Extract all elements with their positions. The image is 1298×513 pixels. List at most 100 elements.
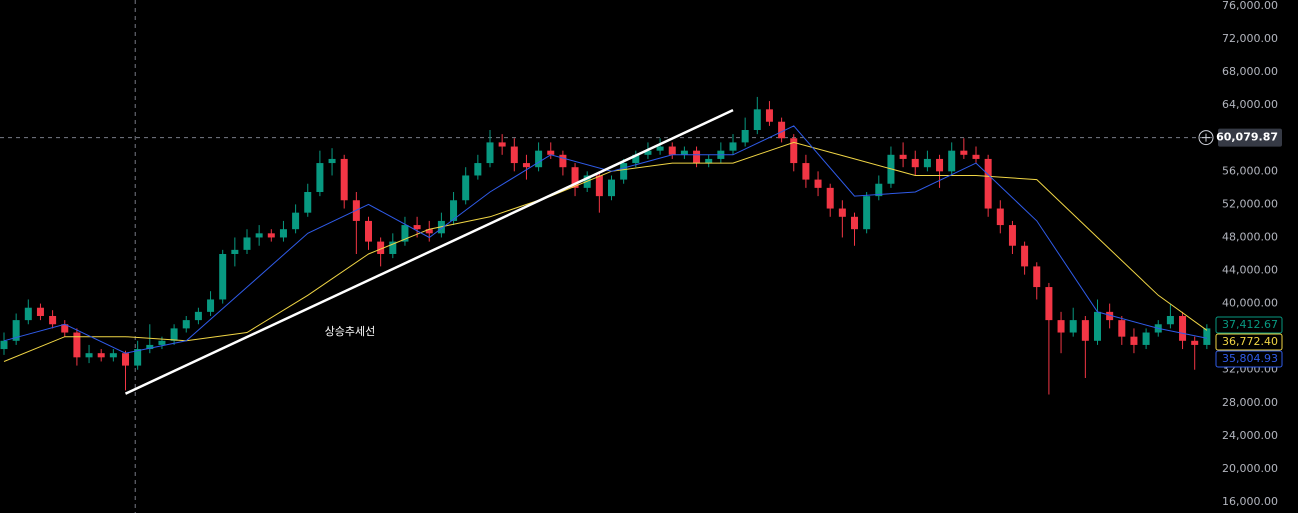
candle-body	[948, 150, 956, 172]
y-tick-label: 52,000.00	[1222, 197, 1278, 210]
candle-body	[693, 150, 701, 164]
candle-body	[1179, 315, 1187, 341]
candle-body	[450, 200, 458, 221]
candle-body	[1142, 332, 1150, 345]
candle-body	[231, 249, 239, 254]
candle-body	[36, 307, 44, 316]
candle-body	[851, 216, 858, 230]
candle-body	[1021, 245, 1029, 267]
moving-average	[3, 125, 1207, 354]
candle-body	[972, 154, 980, 159]
candle-body	[73, 332, 81, 358]
candle-body	[61, 324, 69, 333]
candle-body	[729, 142, 737, 151]
candle-body	[255, 233, 263, 238]
y-tick-label: 44,000.00	[1222, 264, 1278, 277]
candle-body	[389, 241, 397, 254]
y-tick-label: 48,000.00	[1222, 230, 1278, 243]
candle-body	[122, 353, 129, 366]
candle-body	[316, 163, 324, 192]
candle-body	[413, 225, 421, 230]
price-label: 35,804.93	[1222, 352, 1278, 365]
candle-body	[802, 163, 810, 180]
candle-body	[340, 158, 348, 201]
candle-body	[304, 191, 312, 213]
candle-body	[656, 146, 664, 151]
annotation: 상승추세선	[325, 325, 376, 338]
candle-body	[620, 163, 628, 180]
candle-body	[559, 154, 567, 168]
candle-body	[12, 320, 20, 341]
candle-body	[1008, 225, 1016, 246]
price-label-box	[1215, 333, 1283, 351]
plot: 상승추세선	[0, 0, 1215, 513]
candle-body	[1191, 340, 1199, 345]
candle-body	[158, 340, 166, 345]
candle-body	[1166, 315, 1174, 325]
candle-body	[401, 225, 409, 242]
candle-body	[510, 146, 518, 164]
price-label-box	[1215, 316, 1283, 334]
candle-body	[936, 158, 944, 172]
candle-body	[1045, 287, 1053, 321]
crosshair-price-box	[1218, 128, 1282, 147]
candle-body	[498, 142, 506, 147]
candle-body	[219, 253, 227, 300]
candle-body	[522, 163, 530, 168]
candle-body	[814, 179, 822, 188]
trendline	[124, 109, 734, 395]
price-axis: 16,000.0020,000.0024,000.0028,000.0032,0…	[1198, 0, 1283, 508]
candle-body	[365, 220, 372, 242]
candle-body	[644, 150, 652, 155]
candle-body	[243, 237, 251, 250]
candle-body	[182, 320, 190, 329]
candle-body	[680, 150, 688, 155]
candle-body	[960, 150, 968, 155]
price-label: 37,412.67	[1222, 318, 1278, 331]
y-tick-label: 40,000.00	[1222, 297, 1278, 310]
candle-body	[1094, 311, 1101, 341]
y-tick-label: 68,000.00	[1222, 65, 1278, 78]
candle-body	[535, 150, 543, 168]
y-tick-label: 64,000.00	[1222, 98, 1278, 111]
candle-body	[838, 208, 846, 217]
y-tick-label: 72,000.00	[1222, 32, 1278, 45]
candle-body	[279, 229, 287, 238]
candle-body	[97, 353, 105, 358]
candle-body	[462, 175, 470, 201]
candle-body	[923, 158, 931, 168]
candle-body	[328, 158, 336, 164]
candle-body	[474, 163, 482, 176]
candle-body	[0, 340, 8, 350]
candle-body	[1106, 311, 1114, 321]
candle-body	[753, 109, 761, 131]
candle-body	[790, 138, 798, 164]
price-label: 36,772.40	[1222, 335, 1278, 348]
candle-body	[1069, 320, 1077, 333]
candle-body	[377, 241, 385, 254]
candle-body	[1081, 320, 1089, 341]
candle-body	[146, 344, 154, 350]
candle-body	[996, 208, 1004, 226]
candle-body	[109, 353, 117, 358]
candle-body	[911, 158, 919, 168]
candle-body	[267, 233, 275, 238]
candle-body	[170, 328, 178, 341]
candle-body	[984, 158, 992, 209]
candle-body	[632, 154, 640, 164]
add-button	[1198, 130, 1214, 146]
y-tick-label: 24,000.00	[1222, 429, 1278, 442]
candle-body	[1118, 320, 1126, 337]
candle-body	[207, 299, 215, 312]
y-tick-label: 56,000.00	[1222, 164, 1278, 177]
candle-body	[1203, 328, 1211, 345]
add-icon	[1202, 133, 1210, 142]
candle-body	[668, 146, 676, 155]
candle-body	[486, 142, 494, 164]
candle-body	[425, 229, 433, 234]
crosshair-price-label: 60,079.87	[1216, 131, 1278, 144]
candle-body	[547, 150, 555, 155]
candle-body	[194, 311, 202, 321]
